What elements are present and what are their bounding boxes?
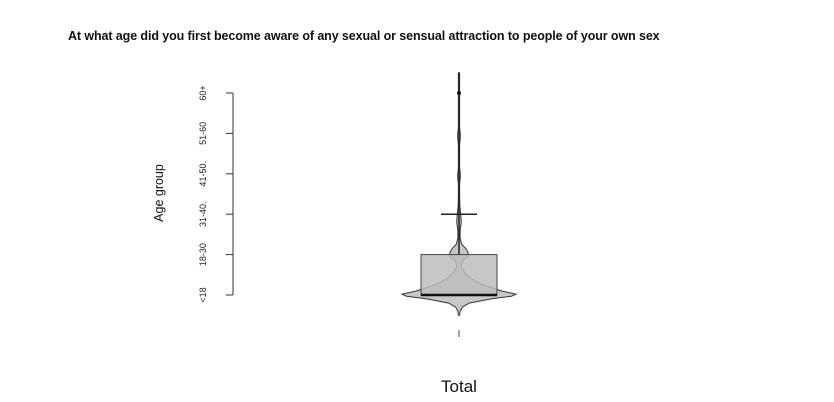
- y-tick-label: 41-50.: [198, 161, 208, 187]
- y-axis-label: Age group: [152, 164, 166, 222]
- outlier-point: [457, 91, 461, 95]
- y-axis: <18 18-30 31-40. 41-50. 51-60 60+: [198, 85, 234, 303]
- y-tick-label: <18: [198, 287, 208, 302]
- y-tick-label: 51-60: [198, 122, 208, 145]
- y-tick-label: 31-40.: [198, 201, 208, 227]
- box-layer: [420, 72, 498, 337]
- x-category-label: Total: [441, 377, 477, 396]
- y-tick-label: 60+: [198, 85, 208, 100]
- chart-title: At what age did you first become aware o…: [68, 29, 660, 43]
- iqr-box: [420, 254, 498, 296]
- y-tick-label: 18-30: [198, 243, 208, 266]
